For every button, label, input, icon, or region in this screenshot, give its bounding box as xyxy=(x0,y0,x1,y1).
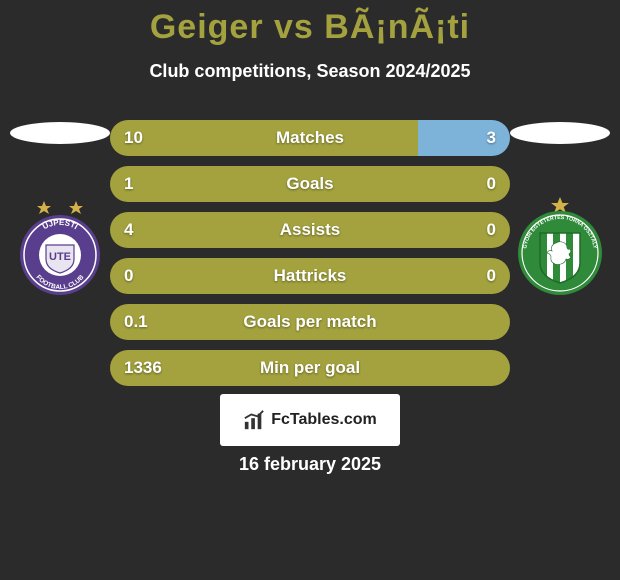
stat-seg-left xyxy=(110,304,510,340)
stat-seg-right xyxy=(418,120,510,156)
crest-right: GYŐRI EGYETÉRTÉS TORNA OSZTÁLY xyxy=(510,197,610,297)
branding-badge: FcTables.com xyxy=(220,394,400,446)
shadow-ellipse-left xyxy=(10,120,110,146)
chart-icon xyxy=(243,409,265,431)
stat-seg-left xyxy=(110,350,510,386)
branding-text: FcTables.com xyxy=(271,411,377,429)
stat-row: Matches103 xyxy=(110,120,510,156)
stat-seg-left xyxy=(110,212,510,248)
stat-seg-left xyxy=(110,120,418,156)
stat-seg-left xyxy=(110,166,510,202)
stat-rows: Matches103 Goals10 Assists40 Hattricks00 Goa… xyxy=(110,120,510,396)
svg-text:UTE: UTE xyxy=(49,251,71,263)
crest-left: ÚJPESTI FOOTBALL CLUB UTE xyxy=(10,197,110,297)
subtitle: Club competitions, Season 2024/2025 xyxy=(0,61,620,82)
stat-row: Hattricks00 xyxy=(110,258,510,294)
club-right: GYŐRI EGYETÉRTÉS TORNA OSZTÁLY xyxy=(510,120,610,302)
comparison-card: Geiger vs BÃ¡nÃ¡ti Club competitions, Se… xyxy=(0,0,620,580)
stat-row: Min per goal1336 xyxy=(110,350,510,386)
club-left: ÚJPESTI FOOTBALL CLUB UTE xyxy=(10,120,110,302)
date-label: 16 february 2025 xyxy=(0,454,620,475)
page-title: Geiger vs BÃ¡nÃ¡ti xyxy=(0,0,620,47)
stat-seg-left xyxy=(110,258,510,294)
stat-row: Goals per match0.1 xyxy=(110,304,510,340)
stat-row: Assists40 xyxy=(110,212,510,248)
stat-row: Goals10 xyxy=(110,166,510,202)
shadow-ellipse-right xyxy=(510,120,610,146)
